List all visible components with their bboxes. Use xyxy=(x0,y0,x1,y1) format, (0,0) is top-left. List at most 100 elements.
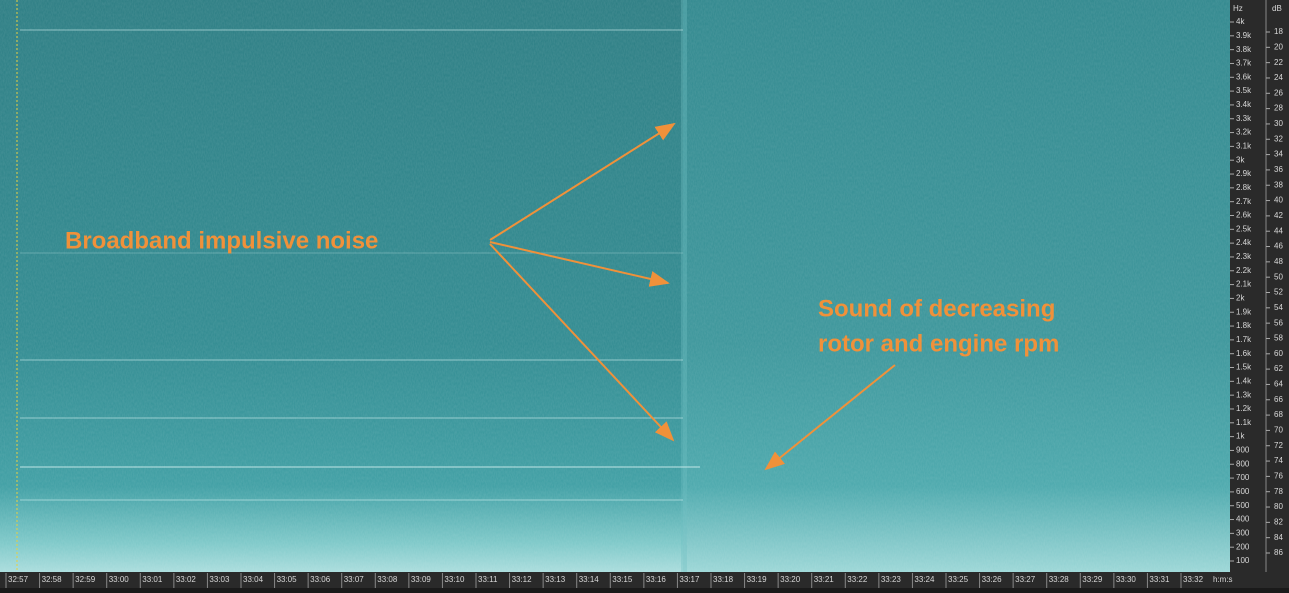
freq-tick-label: 3.8k xyxy=(1236,45,1252,54)
freq-tick-label: 2.7k xyxy=(1236,197,1252,206)
time-tick-label: 33:13 xyxy=(545,575,566,584)
freq-tick-label: 3k xyxy=(1236,155,1245,164)
freq-tick-label: 1.2k xyxy=(1236,404,1252,413)
time-tick-label: 33:12 xyxy=(512,575,533,584)
db-tick-label: 66 xyxy=(1274,395,1283,404)
db-tick-label: 64 xyxy=(1274,380,1283,389)
freq-tick-label: 1.4k xyxy=(1236,376,1252,385)
db-tick-label: 62 xyxy=(1274,364,1283,373)
db-tick-label: 20 xyxy=(1274,42,1283,51)
annotation: Broadband impulsive noise xyxy=(65,227,378,254)
db-tick-label: 58 xyxy=(1274,334,1283,343)
time-tick-label: 33:14 xyxy=(579,575,600,584)
freq-tick-label: 400 xyxy=(1236,515,1250,524)
db-tick-label: 84 xyxy=(1274,533,1283,542)
db-tick-label: 72 xyxy=(1274,441,1283,450)
time-tick-label: 33:10 xyxy=(444,575,465,584)
freq-tick-label: 800 xyxy=(1236,459,1250,468)
db-tick-label: 82 xyxy=(1274,517,1283,526)
time-tick-label: 33:08 xyxy=(377,575,398,584)
freq-tick-label: 1k xyxy=(1236,432,1245,441)
freq-tick-label: 3.6k xyxy=(1236,72,1252,81)
freq-tick-label: 3.5k xyxy=(1236,86,1252,95)
db-tick-label: 52 xyxy=(1274,288,1283,297)
time-tick-label: 33:18 xyxy=(713,575,734,584)
freq-tick-label: 2.4k xyxy=(1236,238,1252,247)
db-tick-label: 70 xyxy=(1274,426,1283,435)
time-tick-label: 33:19 xyxy=(747,575,768,584)
annotation: Sound of decreasing xyxy=(818,295,1055,322)
db-tick-label: 30 xyxy=(1274,119,1283,128)
time-tick-label: 32:59 xyxy=(75,575,96,584)
db-tick-label: 56 xyxy=(1274,318,1283,327)
freq-tick-label: 3.7k xyxy=(1236,59,1252,68)
time-tick-label: 33:07 xyxy=(344,575,365,584)
time-tick-label: 32:57 xyxy=(8,575,29,584)
time-tick-label: 33:24 xyxy=(914,575,935,584)
freq-tick-label: 2.2k xyxy=(1236,266,1252,275)
freq-tick-label: 1.8k xyxy=(1236,321,1252,330)
time-tick-label: 32:58 xyxy=(42,575,63,584)
freq-tick-label: 2.1k xyxy=(1236,280,1252,289)
time-tick-label: 33:00 xyxy=(109,575,130,584)
db-tick-label: 26 xyxy=(1274,88,1283,97)
time-unit: h:m:s xyxy=(1213,575,1233,584)
freq-tick-label: 4k xyxy=(1236,17,1245,26)
freq-tick-label: 3.9k xyxy=(1236,31,1252,40)
freq-tick-label: 700 xyxy=(1236,473,1250,482)
db-tick-label: 40 xyxy=(1274,196,1283,205)
annotation: rotor and engine rpm xyxy=(818,330,1059,357)
time-tick-label: 33:21 xyxy=(814,575,835,584)
db-tick-label: 48 xyxy=(1274,257,1283,266)
freq-tick-label: 200 xyxy=(1236,542,1250,551)
db-tick-label: 86 xyxy=(1274,548,1283,557)
freq-tick-label: 1.1k xyxy=(1236,418,1252,427)
db-tick-label: 60 xyxy=(1274,349,1283,358)
db-tick-label: 78 xyxy=(1274,487,1283,496)
time-tick-label: 33:28 xyxy=(1049,575,1070,584)
time-tick-label: 33:30 xyxy=(1116,575,1137,584)
time-tick-label: 33:31 xyxy=(1149,575,1170,584)
db-tick-label: 36 xyxy=(1274,165,1283,174)
db-tick-label: 54 xyxy=(1274,303,1283,312)
db-tick-label: 44 xyxy=(1274,226,1283,235)
db-tick-label: 46 xyxy=(1274,242,1283,251)
time-tick-label: 33:20 xyxy=(780,575,801,584)
db-tick-label: 22 xyxy=(1274,58,1283,67)
freq-tick-label: 2.5k xyxy=(1236,224,1252,233)
freq-unit: Hz xyxy=(1233,4,1243,13)
time-tick-label: 33:32 xyxy=(1183,575,1204,584)
time-tick-label: 33:03 xyxy=(209,575,230,584)
time-tick-label: 33:29 xyxy=(1082,575,1103,584)
freq-tick-label: 3.1k xyxy=(1236,141,1252,150)
db-tick-label: 28 xyxy=(1274,104,1283,113)
time-tick-label: 33:15 xyxy=(612,575,633,584)
freq-tick-label: 3.4k xyxy=(1236,100,1252,109)
time-tick-label: 33:23 xyxy=(881,575,902,584)
freq-tick-label: 2k xyxy=(1236,294,1245,303)
db-tick-label: 68 xyxy=(1274,410,1283,419)
time-tick-label: 33:05 xyxy=(277,575,298,584)
freq-tick-label: 500 xyxy=(1236,501,1250,510)
db-tick-label: 74 xyxy=(1274,456,1283,465)
freq-tick-label: 1.7k xyxy=(1236,335,1252,344)
freq-tick-label: 1.5k xyxy=(1236,363,1252,372)
time-tick-label: 33:22 xyxy=(847,575,868,584)
db-tick-label: 34 xyxy=(1274,150,1283,159)
freq-tick-label: 1.3k xyxy=(1236,390,1252,399)
freq-tick-label: 2.6k xyxy=(1236,211,1252,220)
freq-tick-label: 1.6k xyxy=(1236,349,1252,358)
impulse-band xyxy=(681,0,687,572)
time-tick-label: 33:11 xyxy=(478,575,498,584)
db-tick-label: 76 xyxy=(1274,471,1283,480)
freq-tick-label: 900 xyxy=(1236,446,1250,455)
db-tick-label: 24 xyxy=(1274,73,1283,82)
time-tick-label: 33:26 xyxy=(982,575,1003,584)
db-tick-label: 18 xyxy=(1274,27,1283,36)
time-tick-label: 33:01 xyxy=(142,575,163,584)
freq-tick-label: 2.3k xyxy=(1236,252,1252,261)
page: Broadband impulsive noise Sound of decre… xyxy=(0,0,1289,588)
freq-tick-label: 300 xyxy=(1236,528,1250,537)
spectrogram-view: Broadband impulsive noise Sound of decre… xyxy=(0,0,1289,588)
db-tick-label: 32 xyxy=(1274,134,1283,143)
